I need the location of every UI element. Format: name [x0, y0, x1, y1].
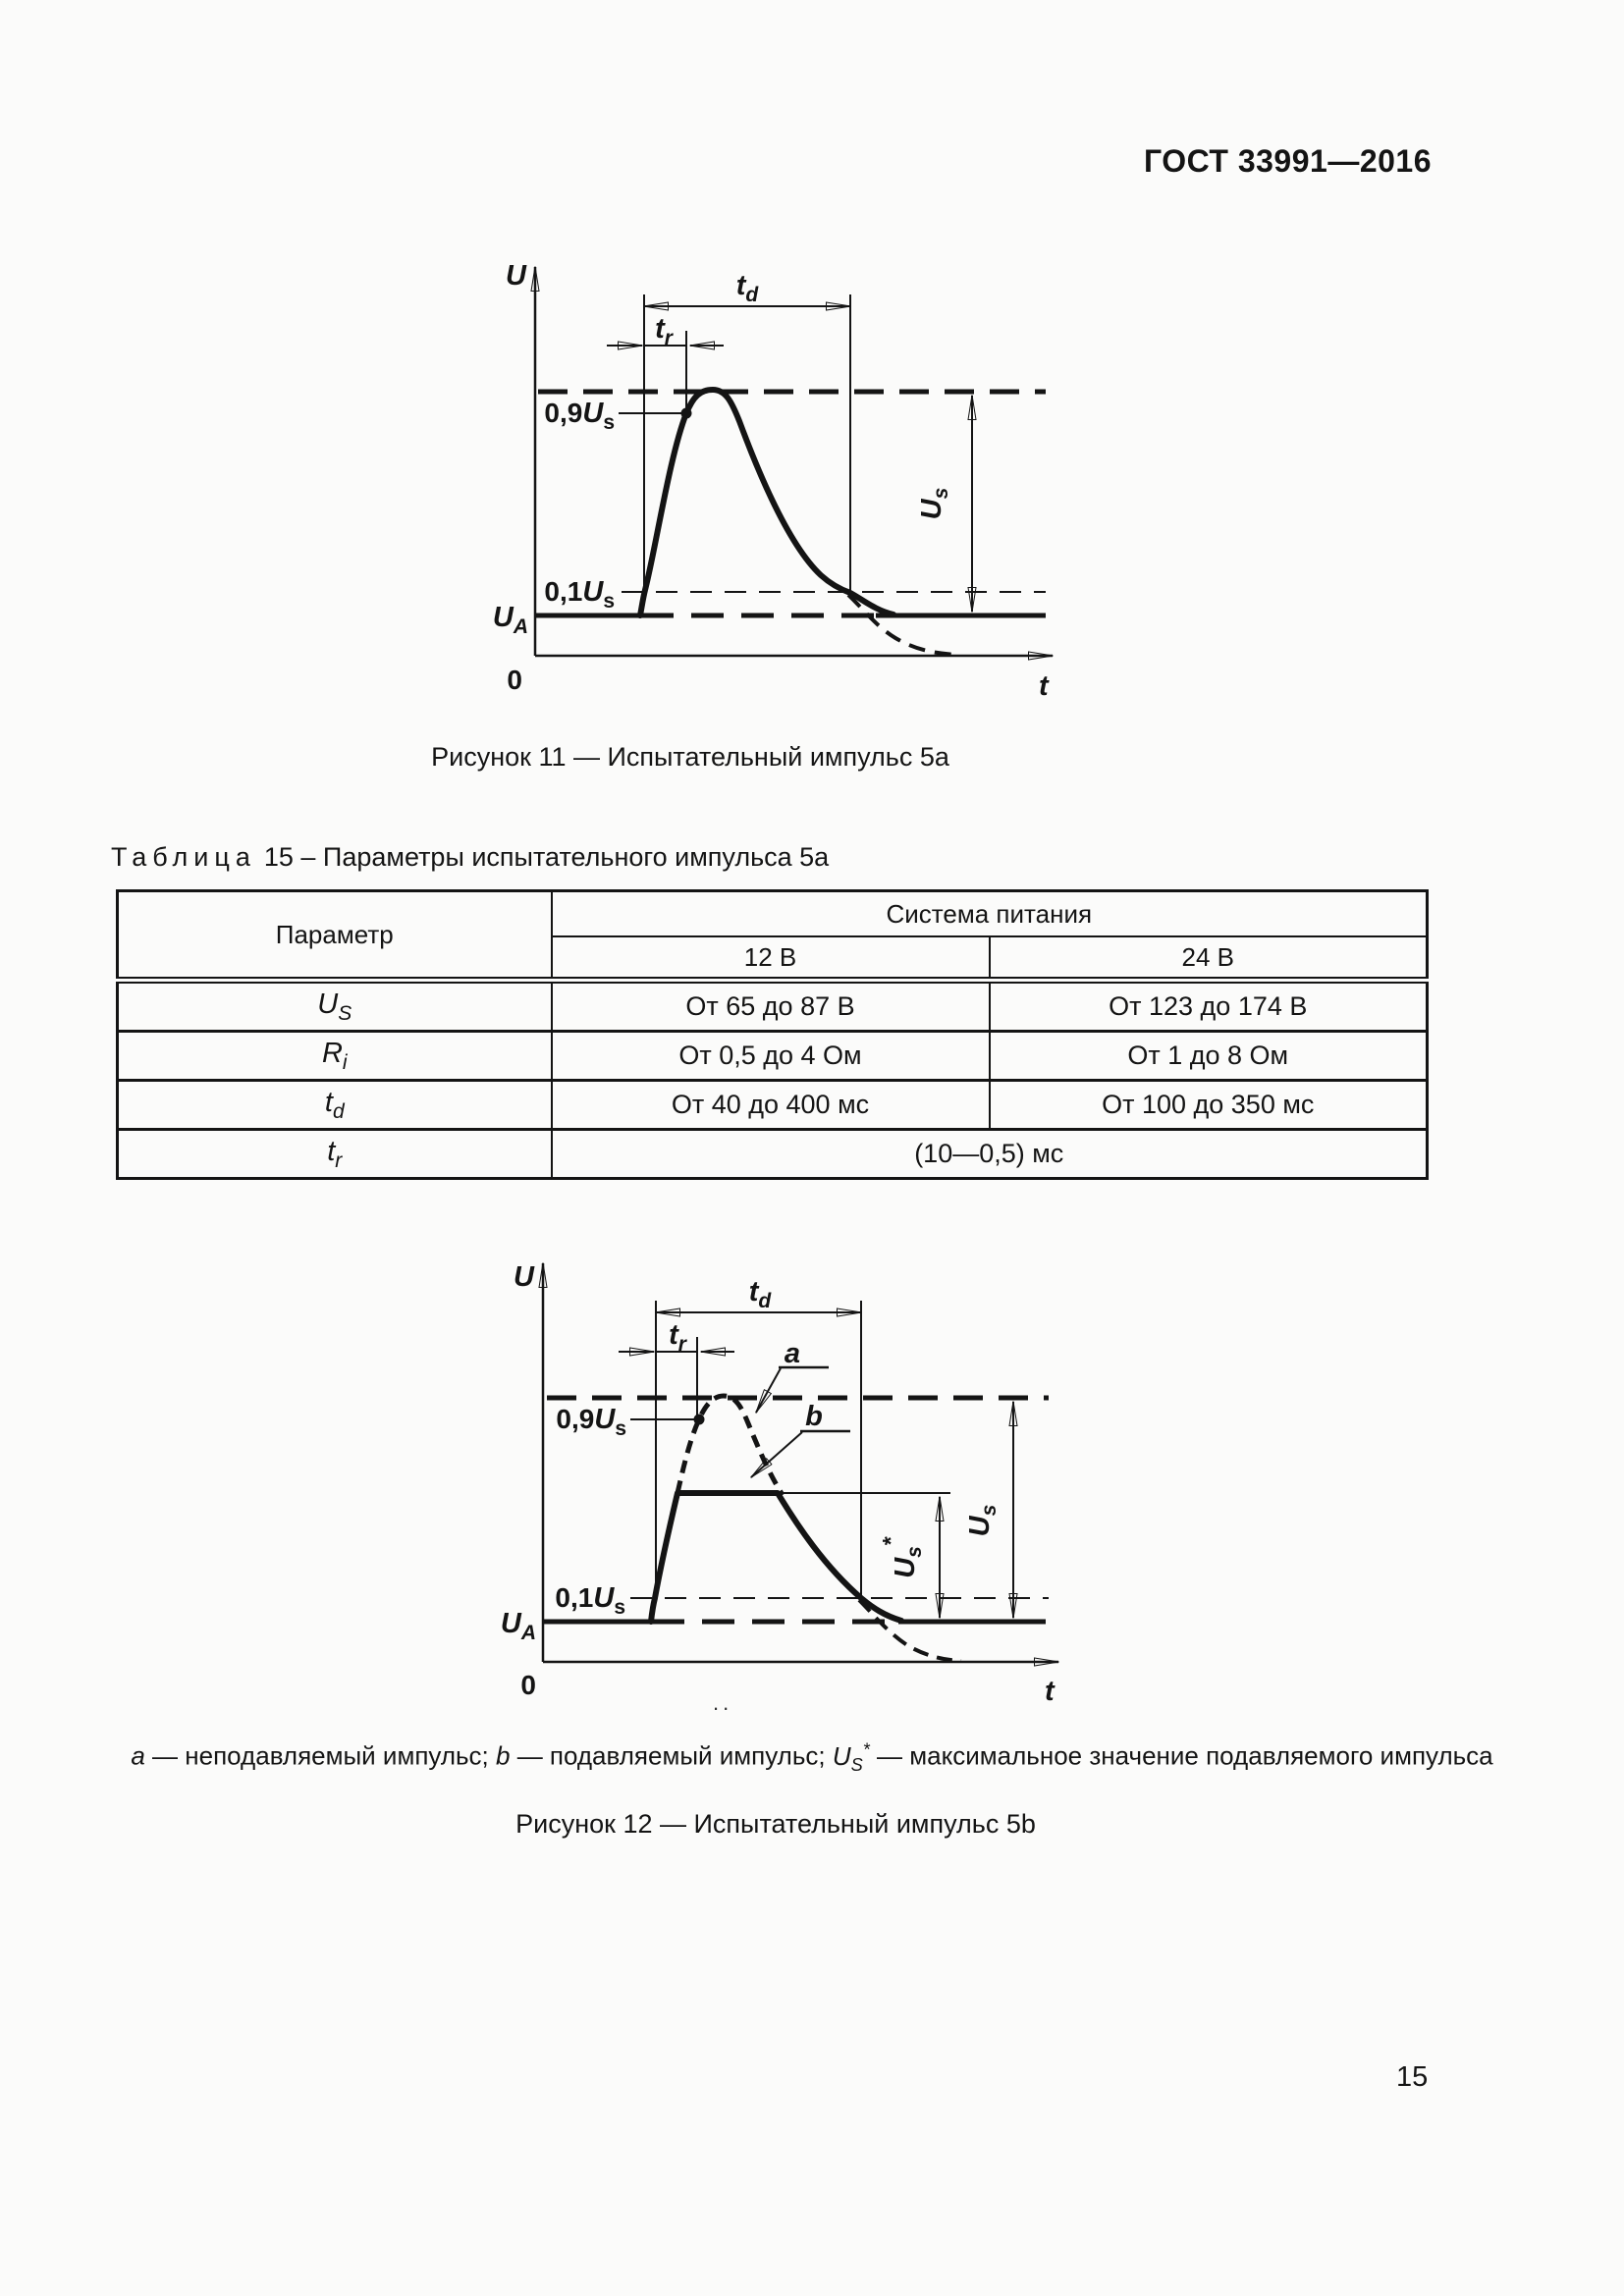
fig12-pulse-a-dashed-curve	[675, 1393, 785, 1497]
fig12-origin-label: 0	[520, 1670, 536, 1700]
fig12-09us-point	[693, 1414, 705, 1425]
legend-b-text: — подавляемый импульс;	[510, 1740, 833, 1771]
legend-a-symbol: a	[131, 1740, 145, 1771]
table-header-power-system: Система питания	[550, 889, 1429, 937]
fig12-us-label: Us	[964, 1505, 1001, 1537]
fig11-u-axis-label: U	[506, 260, 527, 292]
table-15-title: Таблица 15 – Параметры испытательного имп…	[111, 842, 829, 873]
figure-12-legend: a — неподавляемый импульс; b — подавляем…	[27, 1739, 1597, 1776]
fig11-us-label: Us	[916, 488, 952, 520]
legend-a-text: — неподавляемый импульс;	[144, 1740, 496, 1771]
fig12-curve-b-leader-arrow	[750, 1431, 803, 1478]
table-row-tr-value: (10—0,5) мс	[550, 1128, 1429, 1180]
fig11-td-label: td	[736, 270, 760, 306]
figure-11-diagram: U t 0 td tr 0,9Us 0,1Us UA	[493, 260, 1054, 702]
legend-b-symbol: b	[496, 1740, 511, 1771]
fig11-09us-point	[680, 407, 692, 419]
fig12-uss-label: Us*	[878, 1536, 926, 1578]
table-row-tr-param: tr	[116, 1128, 553, 1180]
legend-us-symbol: US*	[832, 1739, 870, 1775]
figure-12-caption: Рисунок 12 — Испытательный импульс 5b	[515, 1809, 1036, 1839]
fig12-td-label: td	[749, 1276, 773, 1312]
fig11-ua-label: UA	[493, 602, 528, 638]
fig12-curve-a-leader-arrow	[755, 1367, 782, 1414]
table-row-ri-24v: От 1 до 8 Ом	[988, 1030, 1429, 1082]
fig12-u-axis-label: U	[514, 1261, 535, 1293]
fig12-pulse-decay-dashed-tail	[857, 1598, 962, 1663]
fig12-pulse-b-decay	[775, 1490, 904, 1624]
fig12-curve-a-label: a	[785, 1338, 800, 1369]
figure-12-diagram: U t 0 td tr a b	[501, 1261, 1059, 1707]
table-15-title-rest: 15 – Параметры испытательного импульса 5…	[263, 842, 830, 872]
fig11-tr-label: tr	[655, 313, 675, 349]
table-row-ri-12v: От 0,5 до 4 Ом	[550, 1030, 991, 1082]
table-header-12v: 12 В	[550, 935, 991, 984]
table-row-us-12v: От 65 до 87 В	[550, 979, 991, 1033]
fig12-01us-label: 0,1Us	[555, 1582, 625, 1619]
table-row-us-24v: От 123 до 174 В	[988, 979, 1429, 1033]
fig11-t-axis-label: t	[1039, 670, 1050, 702]
fig12-curve-b-label: b	[805, 1401, 823, 1432]
fig12-t-axis-label: t	[1045, 1676, 1056, 1707]
fig11-pulse-curve	[637, 386, 896, 618]
fig11-01us-label: 0,1Us	[544, 576, 615, 613]
table-header-param: Параметр	[116, 889, 553, 984]
page-number: 15	[1396, 2061, 1429, 2093]
table-row-td-12v: От 40 до 400 мс	[550, 1079, 991, 1131]
table-header-24v: 24 В	[988, 935, 1429, 984]
fig12-09us-label: 0,9Us	[556, 1404, 626, 1440]
table-row-td-24v: От 100 до 350 мс	[988, 1079, 1429, 1131]
fig11-origin-label: 0	[507, 665, 522, 695]
legend-us-text: — максимальное значение подавляемого имп…	[869, 1740, 1493, 1771]
fig11-09us-label: 0,9Us	[544, 398, 615, 434]
table-15: Параметр Система питания 12 В 24 В US От…	[116, 889, 1430, 1180]
fig12-ua-label: UA	[501, 1608, 536, 1644]
scan-artifact-dots: ..	[713, 1690, 733, 1715]
table-15-title-word: Таблица	[111, 842, 256, 872]
table-row-td-param: td	[116, 1079, 553, 1131]
table-row-ri-param: Ri	[116, 1030, 553, 1082]
figure-11-caption: Рисунок 11 — Испытательный импульс 5а	[431, 742, 949, 772]
fig11-pulse-decay-dashed-tail	[846, 593, 960, 657]
table-row-us-param: US	[116, 979, 553, 1033]
document-header-title: ГОСТ 33991—2016	[1143, 143, 1432, 179]
fig12-tr-label: tr	[669, 1319, 688, 1356]
